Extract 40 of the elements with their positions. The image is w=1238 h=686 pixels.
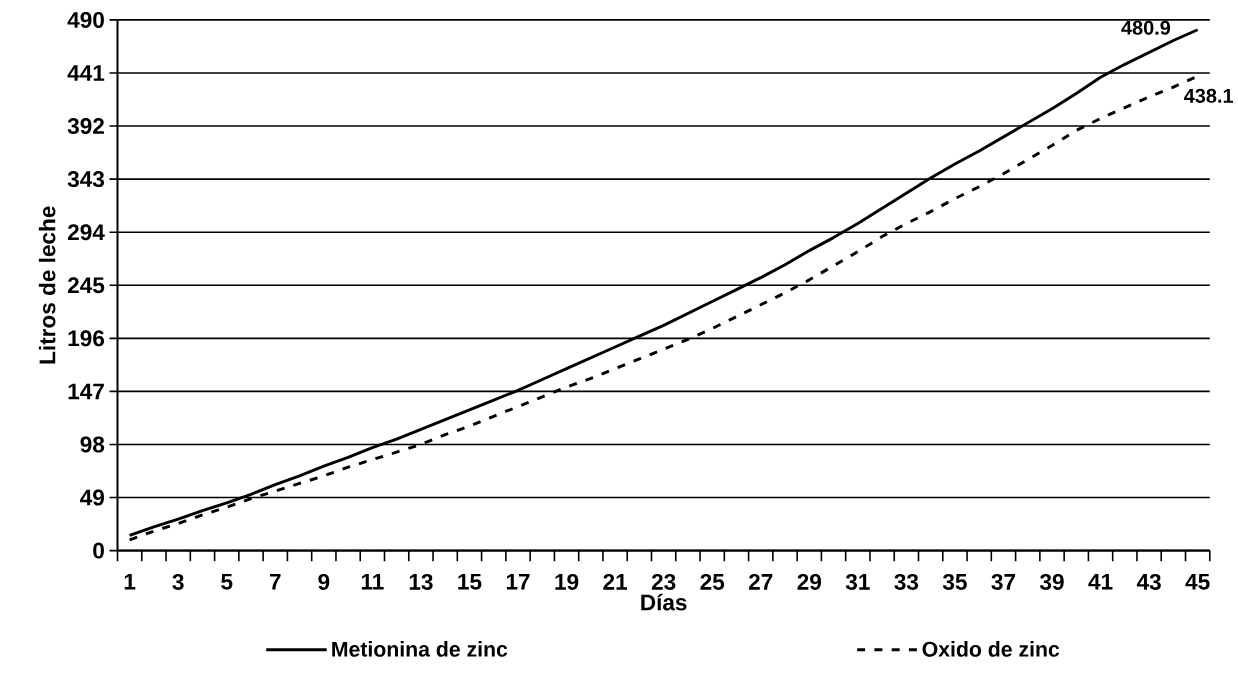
y-tick-label: 0 [93, 542, 104, 559]
x-tick-label: 29 [797, 573, 821, 590]
y-tick-label: 245 [67, 277, 105, 294]
data-label: 438.1 [1184, 88, 1234, 103]
x-tick-label: 17 [506, 573, 530, 590]
x-tick-label: 41 [1088, 573, 1113, 590]
y-axis-title: Litros de leche [38, 206, 56, 364]
x-tick-label: 1 [124, 573, 136, 590]
y-tick-label: 441 [67, 65, 105, 81]
x-tick-label: 13 [409, 573, 433, 590]
y-tick-label: 294 [67, 224, 105, 241]
x-tick-label: 23 [651, 573, 676, 590]
x-tick-label: 35 [942, 573, 967, 590]
x-tick-label: 37 [991, 573, 1016, 590]
y-tick-label: 49 [80, 489, 105, 506]
x-tick-label: 15 [458, 573, 482, 590]
x-tick-label: 33 [894, 573, 919, 590]
x-tick-label: 3 [172, 573, 184, 590]
x-tick-label: 7 [269, 573, 281, 590]
legend-label: Metionina de zinc [332, 641, 508, 657]
y-tick-label: 343 [67, 171, 105, 188]
legend-label: Oxido de zinc [922, 641, 1060, 657]
x-tick-label: 9 [318, 573, 330, 590]
x-axis-title: Días [641, 593, 687, 611]
y-tick-label: 147 [68, 383, 104, 400]
x-tick-label: 11 [361, 573, 384, 590]
x-tick-label: 43 [1136, 573, 1161, 590]
x-tick-label: 39 [1039, 573, 1064, 590]
x-tick-label: 45 [1185, 573, 1210, 590]
x-tick-label: 21 [603, 573, 628, 590]
x-tick-label: 5 [221, 573, 233, 590]
y-tick-label: 98 [80, 436, 105, 453]
x-tick-label: 31 [845, 573, 870, 590]
data-label: 480.9 [1121, 20, 1171, 35]
y-tick-label: 490 [67, 11, 104, 28]
x-tick-label: 25 [700, 573, 725, 590]
y-tick-label: 196 [68, 330, 105, 347]
x-tick-label: 27 [748, 573, 773, 590]
x-tick-label: 19 [555, 573, 579, 590]
y-tick-label: 392 [67, 118, 104, 135]
